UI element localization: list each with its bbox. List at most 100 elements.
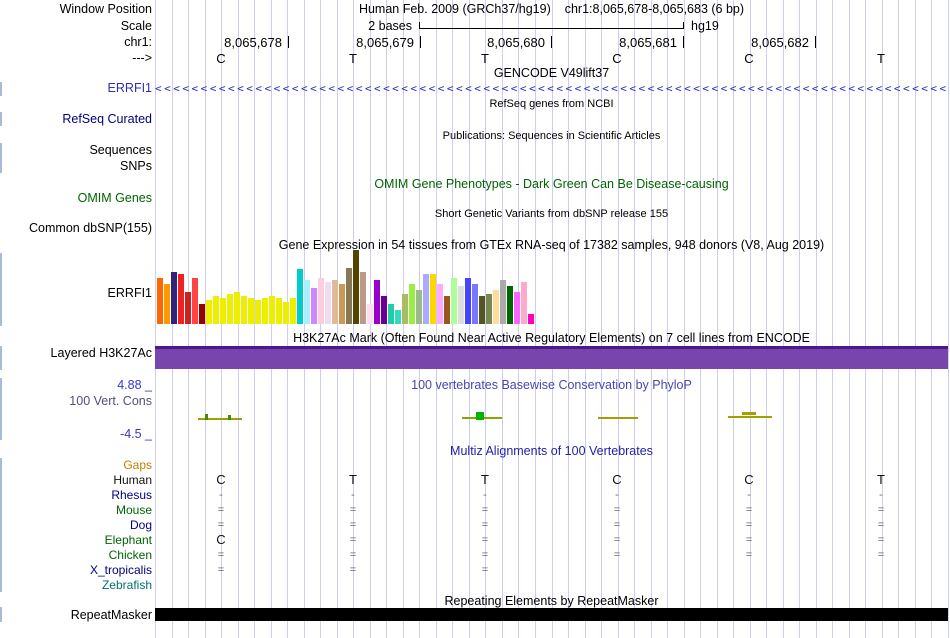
gtex-tissue-bar [157,278,163,324]
phylop-min-label: -4.5 _ [120,427,152,441]
multiz-species-label[interactable]: Dog [129,518,152,532]
gtex-tissue-bar [185,292,191,324]
phylop-max-label: 4.88 _ [117,378,152,392]
gridline [683,0,685,638]
multiz-species-label[interactable]: Chicken [108,548,152,562]
dbsnp-title[interactable]: Short Genetic Variants from dbSNP releas… [434,208,669,220]
gtex-tissue-bar [444,296,450,324]
alignment-mark: = [217,519,225,531]
h3k27ac-signal-bar[interactable] [155,346,948,369]
gridline [634,0,636,638]
gtex-tissue-bar [388,304,394,324]
gridline [601,0,603,638]
gridline [749,0,751,638]
track-handle[interactable] [0,378,2,440]
gridline [254,0,256,638]
coordinate-tick [683,36,684,48]
alignment-mark: = [349,519,357,531]
publications-title[interactable]: Publications: Sequences in Scientific Ar… [442,130,661,142]
alignment-mark: = [745,549,753,561]
aligned-base: T [481,472,489,487]
track-handle[interactable] [0,82,2,96]
omim-track-label[interactable]: OMIM Genes [77,191,152,205]
track-handle[interactable] [0,143,2,173]
gtex-tissue-bar [437,284,443,324]
alignment-mark: = [217,504,225,516]
snps-track-label[interactable]: SNPs [120,159,152,173]
gtex-tissue-bar [339,284,345,324]
multiz-species-label[interactable]: Mouse [115,503,152,517]
omim-title[interactable]: OMIM Gene Phenotypes - Dark Green Can Be… [374,177,729,191]
gtex-tissue-bar [486,294,492,324]
multiz-species-label[interactable]: Rhesus [111,488,152,502]
gridline [948,0,949,638]
gridline [931,0,933,638]
gtex-tissue-bar [493,290,499,324]
track-handle[interactable] [0,112,2,126]
gridline [832,0,834,638]
gridline [815,0,817,638]
phylop-title[interactable]: 100 vertebrates Basewise Conservation by… [411,378,692,392]
base-letter: C [744,51,754,66]
gtex-tissue-bar [395,310,401,324]
sequences-track-label[interactable]: Sequences [89,143,152,157]
conservation-mark [476,412,484,420]
gtex-title[interactable]: Gene Expression in 54 tissues from GTEx … [278,238,825,252]
base-letter: T [481,51,489,66]
alignment-mark: = [613,549,621,561]
gtex-tissue-bar [458,286,464,324]
gencode-title[interactable]: GENCODE V49lift37 [493,66,610,80]
track-handle[interactable] [0,607,2,622]
repeatmasker-track-label[interactable]: RepeatMasker [70,608,152,622]
gtex-tissue-bar [276,298,282,324]
gtex-tissue-bar [381,296,387,324]
strand-label: ---> [132,51,152,65]
gtex-tissue-bar [332,280,338,324]
gtex-tissue-bar [248,298,254,324]
track-handle[interactable] [0,458,2,592]
multiz-species-label[interactable]: Human [113,473,152,487]
gridline [667,0,669,638]
alignment-mark: = [877,549,885,561]
gridline [733,0,735,638]
gridline [766,0,768,638]
phylop-track-label[interactable]: 100 Vert. Cons [69,394,152,408]
coordinate-label: 8,065,678 [224,35,282,50]
alignment-mark: - [615,489,619,501]
gencode-transcript-arrows[interactable]: <<<<<<<<<<<<<<<<<<<<<<<<<<<<<<<<<<<<<<<<… [155,82,948,95]
aligned-base: C [216,532,226,547]
alignment-mark: = [613,519,621,531]
multiz-species-label[interactable]: Zebrafish [101,578,152,592]
gtex-tissue-bar [297,269,303,324]
multiz-species-label[interactable]: X_tropicalis [89,563,152,577]
gtex-tissue-bar [164,284,170,324]
multiz-species-label[interactable]: Elephant [104,533,152,547]
refseq-track-label[interactable]: RefSeq Curated [62,112,152,126]
h3k27ac-title[interactable]: H3K27Ac Mark (Often Found Near Active Re… [293,331,810,345]
track-handle[interactable] [0,253,2,326]
gridline [700,0,702,638]
scale-value: 2 bases [368,19,412,33]
refseq-title[interactable]: RefSeq genes from NCBI [489,98,614,110]
alignment-mark: - [747,489,751,501]
conservation-mark [742,412,756,415]
conservation-mark [728,416,772,418]
alignment-mark: - [351,489,355,501]
repeatmasker-bar[interactable] [155,608,948,621]
gtex-gene-label[interactable]: ERRFI1 [107,286,152,300]
repeatmasker-title[interactable]: Repeating Elements by RepeatMasker [444,594,659,608]
coordinate-tick [420,36,421,48]
track-handle[interactable] [0,346,2,370]
multiz-species-label[interactable]: Gaps [123,458,152,472]
gtex-tissue-bar [255,300,261,324]
alignment-mark: - [879,489,883,501]
alignment-mark: = [481,549,489,561]
gencode-gene-label[interactable]: ERRFI1 [107,81,152,95]
dbsnp-track-label[interactable]: Common dbSNP(155) [29,221,152,235]
gtex-tissue-bar [192,278,198,324]
multiz-title[interactable]: Multiz Alignments of 100 Vertebrates [450,444,653,458]
gtex-tissue-bar [325,282,331,324]
coordinate-tick [551,36,552,48]
h3k27ac-track-label[interactable]: Layered H3K27Ac [50,346,152,360]
